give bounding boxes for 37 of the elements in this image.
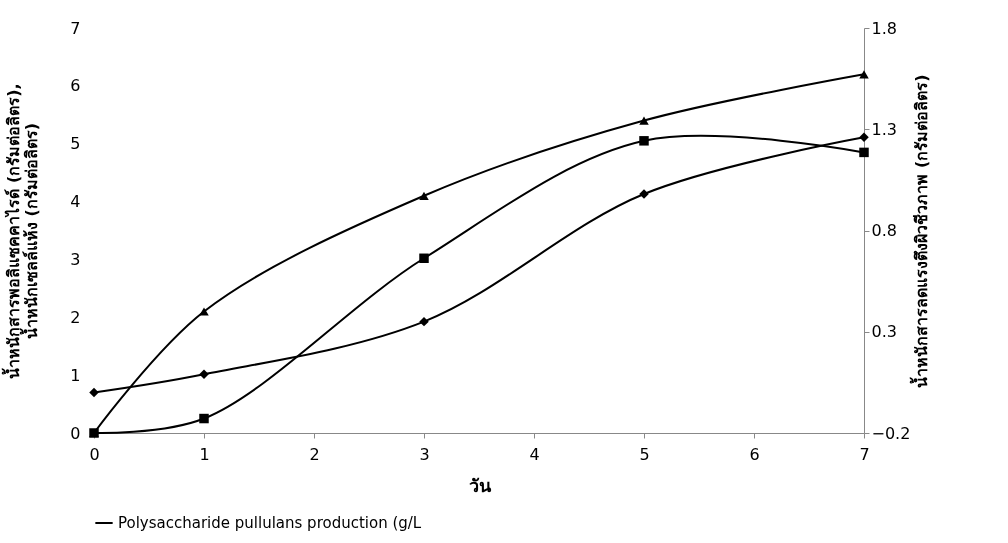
y-tick-label: 0 xyxy=(70,423,81,443)
point xyxy=(419,316,429,327)
y-tick-label: 6 xyxy=(70,76,81,96)
y2-tick-label: 1.8 xyxy=(871,18,897,38)
x-tick-label: 0 xyxy=(89,444,100,464)
y-axis-title: น้ำหนักสารพอลิแซคคาไรด์ (กรัมต่อลิตร), น้ำหนักเซลล์แห้ง (กรัมต่อลิตร) xyxy=(1,83,42,379)
point xyxy=(419,253,429,264)
point xyxy=(859,147,869,158)
x-tick-label: 7 xyxy=(859,444,870,464)
y2-tick-label: 0.3 xyxy=(871,322,897,342)
y2-axis-title: น้ำหนักสารลดแรงตึงผิวชีวภาพ (กรัมต่อลิตร) xyxy=(909,74,932,388)
y-tick-label: 7 xyxy=(70,18,81,38)
x-tick-label: 5 xyxy=(639,444,650,464)
x-tick-label: 6 xyxy=(749,444,760,464)
point xyxy=(859,132,869,143)
point xyxy=(199,369,209,380)
legend-label: Polysaccharide pullulans production (g/L xyxy=(118,514,422,532)
point xyxy=(859,70,869,79)
x-tick-label: 3 xyxy=(419,444,430,464)
y-tick-label: 2 xyxy=(70,307,81,327)
x-axis-title: วัน xyxy=(468,474,492,496)
point xyxy=(199,307,209,316)
y-tick-label: 5 xyxy=(70,134,81,154)
x-tick-label: 1 xyxy=(199,444,210,464)
y2-tick-label: 0.8 xyxy=(871,221,897,240)
y2-tick-label: −0.2 xyxy=(871,423,911,443)
point xyxy=(639,136,649,146)
y-tick-label: 4 xyxy=(70,192,81,212)
point xyxy=(639,116,649,125)
y-tick-label: 1 xyxy=(70,365,81,385)
x-tick-label: 2 xyxy=(309,444,320,464)
point xyxy=(199,413,209,424)
y2-tick-label: 1.3 xyxy=(871,119,897,139)
y-tick-label: 3 xyxy=(70,249,81,269)
point xyxy=(419,191,429,200)
x-tick-label: 4 xyxy=(529,444,540,464)
point xyxy=(89,387,99,398)
